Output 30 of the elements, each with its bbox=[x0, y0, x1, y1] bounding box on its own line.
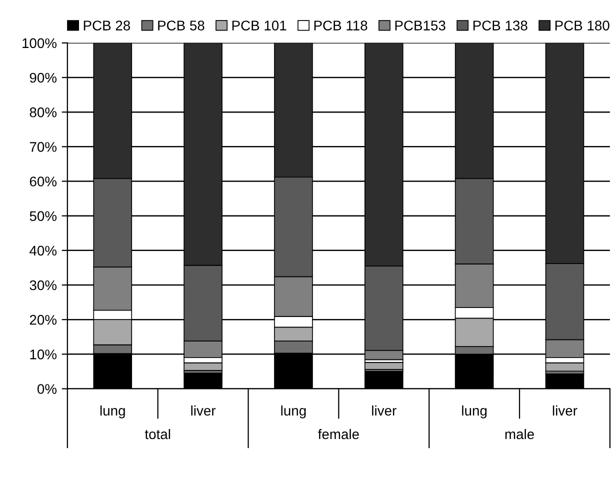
text: female bbox=[318, 428, 359, 440]
legend-label: PCB153 bbox=[395, 20, 446, 30]
x-tick-label: liver bbox=[552, 405, 578, 416]
legend-label: PCB 58 bbox=[158, 20, 204, 30]
y-tick-label: 50% bbox=[30, 211, 57, 222]
y-tick-label: 90% bbox=[30, 72, 57, 83]
bar bbox=[184, 362, 222, 371]
y-tick-label: 60% bbox=[30, 176, 57, 186]
legend-label: PCB 180 bbox=[555, 20, 610, 30]
y-tick-label: 30% bbox=[30, 280, 57, 290]
x-tick-label: liver bbox=[191, 405, 216, 416]
y-tick-label: 20% bbox=[30, 314, 57, 325]
text: male bbox=[505, 428, 534, 440]
y-tick-label: 40% bbox=[30, 246, 57, 256]
y-tick-label: 100% bbox=[22, 38, 57, 48]
y-tick-label: 70% bbox=[30, 142, 57, 152]
bar bbox=[364, 362, 404, 370]
x-tick-label: lung bbox=[100, 405, 125, 418]
y-tick-label: 10% bbox=[30, 350, 57, 360]
y-tick-label: 80% bbox=[30, 107, 57, 118]
x-tick-label: lung bbox=[281, 405, 306, 418]
legend-label: PCB 101 bbox=[232, 20, 286, 30]
legend-label: PCB 118 bbox=[314, 20, 368, 30]
text: total bbox=[144, 428, 170, 440]
x-tick-label: liver bbox=[372, 405, 396, 416]
legend-label: PCB 28 bbox=[84, 20, 130, 30]
y-tick-label: 0% bbox=[37, 384, 57, 394]
legend-label: PCB 138 bbox=[473, 20, 528, 30]
bar bbox=[545, 362, 584, 372]
x-tick-label: lung bbox=[462, 405, 487, 418]
